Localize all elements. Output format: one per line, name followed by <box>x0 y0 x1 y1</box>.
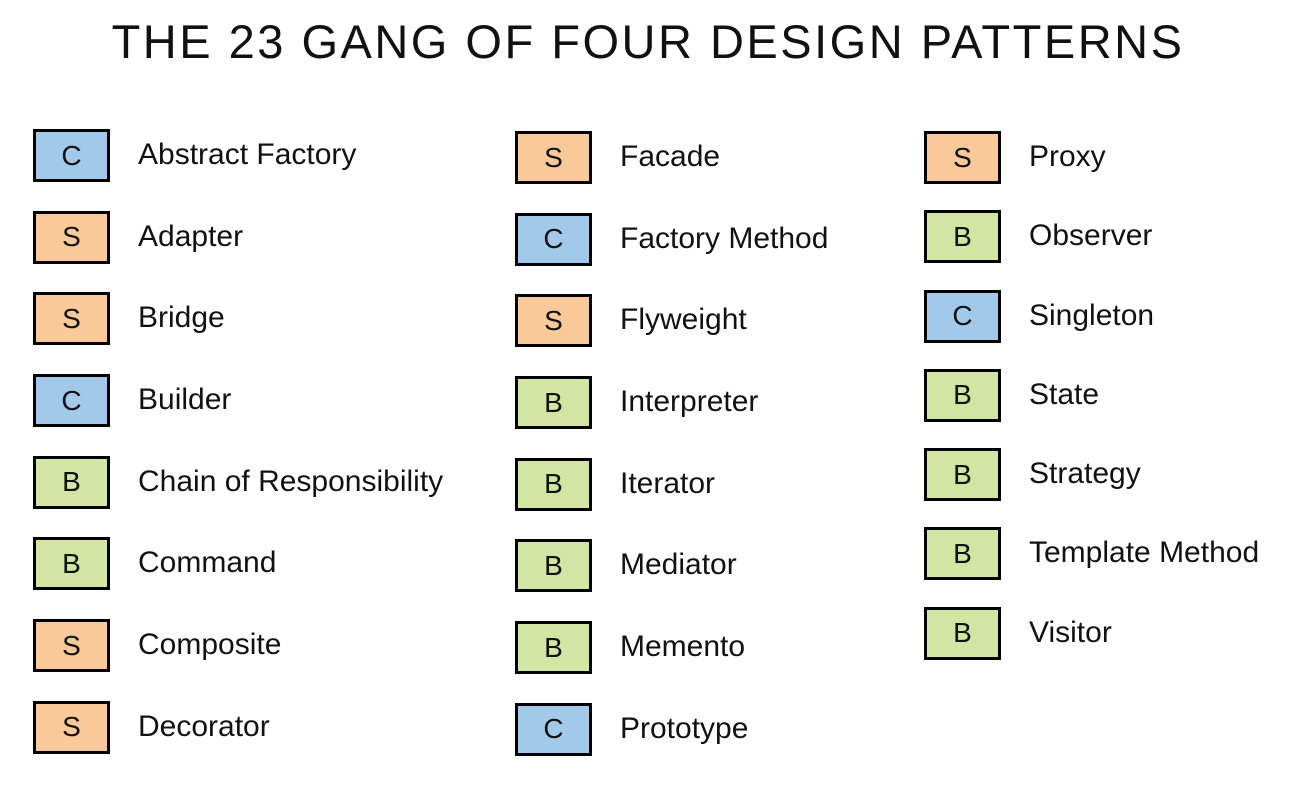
category-badge: S <box>33 619 110 673</box>
category-badge: S <box>515 131 592 184</box>
pattern-name: Prototype <box>620 711 749 745</box>
pattern-name: Singleton <box>1029 298 1155 332</box>
category-badge: B <box>515 457 592 511</box>
category-badge: C <box>515 702 592 756</box>
pattern-name: Mediator <box>620 548 737 582</box>
pattern-name: Facade <box>620 140 721 173</box>
category-badge: C <box>515 212 592 266</box>
category-badge: C <box>924 289 1001 343</box>
category-badge: S <box>33 292 110 346</box>
pattern-name: Flyweight <box>620 303 747 337</box>
category-badge: B <box>515 376 592 430</box>
pattern-name: Interpreter <box>620 385 759 419</box>
category-badge: B <box>924 210 1001 264</box>
page-title: THE 23 GANG OF FOUR DESIGN PATTERNS <box>111 15 1185 68</box>
pattern-name: Chain of Responsibility <box>138 464 444 498</box>
pattern-name: Visitor <box>1029 615 1112 649</box>
pattern-name: Factory Method <box>620 221 829 255</box>
pattern-name: Proxy <box>1029 140 1106 173</box>
pattern-name: Strategy <box>1029 457 1141 491</box>
pattern-name: State <box>1029 377 1100 411</box>
category-badge: B <box>515 539 592 593</box>
category-badge: B <box>924 527 1001 581</box>
category-badge: C <box>33 374 110 428</box>
category-badge: S <box>33 210 110 264</box>
category-badge: B <box>924 448 1001 502</box>
category-badge: B <box>924 606 1001 660</box>
pattern-name: Abstract Factory <box>138 138 357 171</box>
category-badge: S <box>924 131 1001 184</box>
pattern-name: Observer <box>1029 219 1153 253</box>
pattern-name: Command <box>138 546 277 580</box>
category-badge: B <box>33 537 110 591</box>
category-badge: B <box>33 455 110 509</box>
pattern-name: Composite <box>138 628 282 662</box>
category-badge: S <box>515 294 592 348</box>
pattern-name: Decorator <box>138 709 270 743</box>
pattern-name: Bridge <box>138 301 225 335</box>
category-badge: B <box>924 368 1001 422</box>
pattern-name: Template Method <box>1029 536 1260 570</box>
pattern-name: Adapter <box>138 219 244 253</box>
category-badge: B <box>515 621 592 675</box>
pattern-name: Memento <box>620 630 746 664</box>
pattern-name: Builder <box>138 383 232 417</box>
category-badge: S <box>33 700 110 754</box>
category-badge: C <box>33 129 110 182</box>
pattern-name: Iterator <box>620 466 716 500</box>
